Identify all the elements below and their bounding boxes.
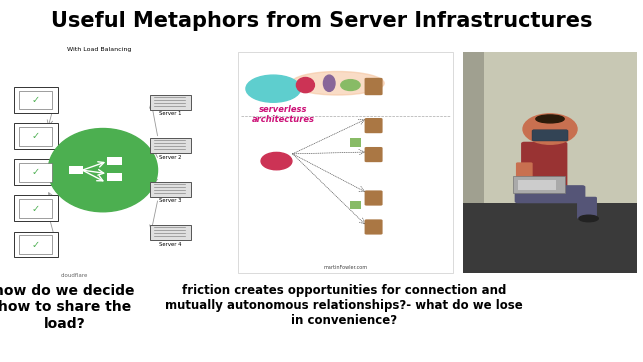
Text: Server 3: Server 3	[159, 198, 181, 203]
Text: ✓: ✓	[32, 131, 39, 141]
FancyBboxPatch shape	[577, 197, 597, 219]
FancyBboxPatch shape	[107, 157, 122, 165]
Text: serverless
architectures: serverless architectures	[251, 105, 314, 125]
Text: Server 2: Server 2	[159, 155, 181, 160]
FancyBboxPatch shape	[19, 199, 52, 218]
Text: how do we decide
how to share the
load?: how do we decide how to share the load?	[0, 284, 134, 331]
FancyBboxPatch shape	[69, 166, 83, 174]
Circle shape	[523, 114, 577, 144]
FancyBboxPatch shape	[365, 147, 383, 162]
FancyBboxPatch shape	[19, 235, 52, 254]
FancyBboxPatch shape	[463, 203, 637, 273]
FancyBboxPatch shape	[14, 195, 58, 221]
Ellipse shape	[579, 215, 598, 222]
FancyBboxPatch shape	[14, 87, 58, 113]
FancyBboxPatch shape	[19, 90, 52, 109]
Text: friction creates opportunities for connection and
mutually autonomous relationsh: friction creates opportunities for conne…	[165, 284, 523, 327]
FancyBboxPatch shape	[463, 52, 484, 273]
FancyBboxPatch shape	[19, 127, 52, 146]
FancyBboxPatch shape	[150, 225, 191, 240]
FancyBboxPatch shape	[365, 78, 383, 95]
Text: ✓: ✓	[32, 95, 39, 105]
FancyBboxPatch shape	[521, 142, 567, 189]
Ellipse shape	[323, 75, 335, 91]
Text: Useful Metaphors from Server Infrastructures: Useful Metaphors from Server Infrastruct…	[51, 11, 592, 31]
Text: ✓: ✓	[32, 240, 39, 250]
FancyBboxPatch shape	[365, 118, 383, 133]
FancyBboxPatch shape	[350, 201, 361, 209]
Ellipse shape	[291, 72, 385, 95]
FancyBboxPatch shape	[150, 138, 191, 153]
FancyBboxPatch shape	[150, 95, 191, 110]
FancyBboxPatch shape	[532, 130, 568, 141]
Text: cloudflare: cloudflare	[60, 273, 87, 278]
Ellipse shape	[261, 152, 292, 170]
FancyBboxPatch shape	[14, 159, 58, 185]
FancyBboxPatch shape	[516, 162, 532, 188]
FancyBboxPatch shape	[150, 182, 191, 197]
FancyBboxPatch shape	[238, 52, 453, 273]
FancyBboxPatch shape	[14, 232, 58, 257]
Ellipse shape	[341, 80, 360, 90]
Text: With Load Balancing: With Load Balancing	[68, 47, 132, 52]
FancyBboxPatch shape	[107, 173, 122, 181]
FancyBboxPatch shape	[19, 163, 52, 182]
Text: ✓: ✓	[32, 167, 39, 177]
FancyBboxPatch shape	[350, 138, 361, 147]
Text: Server 1: Server 1	[159, 111, 181, 117]
Ellipse shape	[48, 129, 158, 212]
FancyBboxPatch shape	[14, 123, 58, 149]
FancyBboxPatch shape	[518, 180, 556, 190]
FancyBboxPatch shape	[463, 52, 637, 273]
Text: ✓: ✓	[32, 203, 39, 214]
Ellipse shape	[296, 77, 314, 93]
Ellipse shape	[536, 115, 564, 123]
FancyBboxPatch shape	[365, 219, 383, 235]
FancyBboxPatch shape	[365, 190, 383, 206]
FancyBboxPatch shape	[514, 185, 585, 203]
FancyBboxPatch shape	[512, 176, 565, 193]
Text: Server 4: Server 4	[159, 242, 181, 247]
Ellipse shape	[246, 75, 300, 102]
Text: martinFowler.com: martinFowler.com	[323, 265, 368, 270]
